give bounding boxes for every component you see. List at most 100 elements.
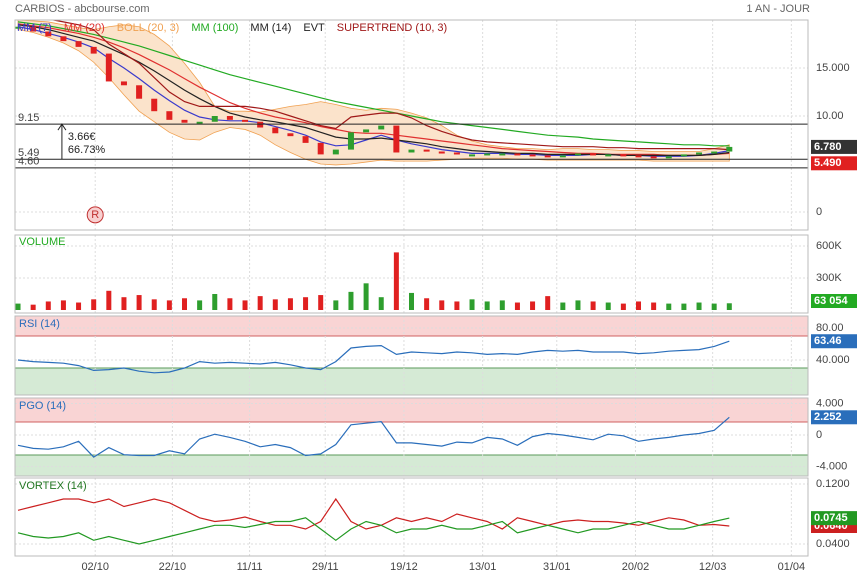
last-value-box (811, 334, 857, 349)
last-value-box (811, 410, 857, 425)
volume-bar (545, 296, 551, 310)
level-label: 9.15 (18, 112, 39, 124)
candle (514, 153, 521, 156)
indicator-line (17, 517, 730, 545)
legend-entry: MM (20) (64, 22, 105, 34)
candle (166, 111, 173, 120)
candle (408, 149, 415, 153)
event-marker (86, 206, 104, 224)
candle (242, 119, 249, 122)
panel (15, 398, 808, 476)
legend-entry: MM (100) (191, 22, 238, 34)
x-tick-label: 31/01 (543, 561, 571, 573)
volume-bar (696, 302, 702, 310)
volume-bar (651, 302, 657, 310)
candle (423, 149, 430, 152)
candle (378, 125, 385, 130)
volume-bar (181, 298, 187, 310)
x-tick-label: 13/01 (469, 561, 497, 573)
candle (181, 119, 188, 123)
candle (620, 154, 627, 157)
volume-bar (166, 300, 172, 310)
candle (226, 116, 233, 120)
candle (529, 154, 536, 157)
panel-title: RSI (14) (19, 318, 60, 330)
candle (332, 149, 339, 155)
candle (680, 154, 687, 157)
y-tick-label: 0 (816, 206, 822, 218)
last-value: 63.46 (814, 335, 842, 347)
candle (635, 155, 642, 158)
candle (393, 125, 400, 153)
x-tick-label: 22/10 (159, 561, 187, 573)
candle (347, 132, 354, 150)
indicator-line (17, 416, 730, 458)
x-tick-label: 19/12 (390, 561, 418, 573)
candle (559, 155, 566, 158)
volume-bar (711, 303, 717, 310)
x-tick-label: 01/04 (778, 561, 806, 573)
legend-entry: EVT (303, 22, 325, 34)
last-value: 63 054 (814, 295, 849, 307)
volume-bar (499, 300, 505, 310)
volume-bar (514, 302, 520, 310)
y-tick-label: 0.0400 (816, 538, 850, 550)
candle (90, 46, 97, 54)
range-label: 66.73% (68, 144, 106, 156)
volume-bar (91, 299, 97, 310)
volume-bar (409, 292, 414, 310)
candle (120, 81, 127, 86)
candle (726, 146, 733, 152)
event-label: R (91, 209, 99, 221)
legend-entry: MM (7) (17, 22, 52, 34)
y-tick-label: 600K (816, 240, 842, 252)
x-tick-label: 02/10 (81, 561, 109, 573)
panel-title: PGO (14) (19, 400, 66, 412)
panel-frame (14, 19, 809, 231)
volume-bar (666, 303, 672, 310)
panel-frame (14, 234, 809, 314)
ma-line (50, 20, 730, 151)
volume-bar (257, 296, 263, 310)
indicator-line (17, 497, 730, 530)
volume-bar (136, 295, 142, 310)
candle (469, 154, 476, 157)
oversold-zone (15, 368, 808, 395)
legend-entry: BOLL (20, 3) (117, 22, 180, 34)
candle (696, 152, 703, 155)
y-tick-label: 10.00 (816, 110, 844, 122)
candle (211, 116, 218, 122)
volume-bar (681, 303, 687, 310)
volume-bar (393, 252, 399, 310)
volume-bar (121, 297, 127, 310)
x-tick-label: 12/03 (699, 561, 727, 573)
x-tick-label: 20/02 (622, 561, 650, 573)
panel-frame (14, 397, 809, 477)
volume-bar (272, 299, 278, 310)
volume-bar (227, 298, 233, 310)
volume-bar (197, 300, 203, 310)
candle (438, 151, 445, 154)
indicator-line (17, 340, 730, 374)
candle (605, 154, 612, 157)
volume-bar (620, 303, 626, 310)
volume-bar (60, 300, 66, 310)
candle (302, 136, 309, 143)
overbought-zone (15, 398, 808, 423)
level-label: 4.60 (18, 156, 39, 168)
ma-line (17, 21, 730, 147)
last-value-box (811, 294, 857, 308)
arrow-head (57, 123, 67, 131)
y-tick-label: -4.000 (816, 460, 847, 472)
candle (151, 98, 158, 112)
y-tick-label: 40.000 (816, 354, 850, 366)
last-value: 2.252 (814, 411, 842, 423)
last-value: 0.0745 (814, 512, 848, 524)
y-tick-label: 80.00 (816, 322, 844, 334)
level-label: 5.49 (18, 147, 39, 159)
range-label: 3.66€ (68, 131, 96, 143)
y-tick-label: 300K (816, 272, 842, 284)
overbought-zone (15, 316, 808, 336)
panel-title: VORTEX (14) (19, 480, 87, 492)
